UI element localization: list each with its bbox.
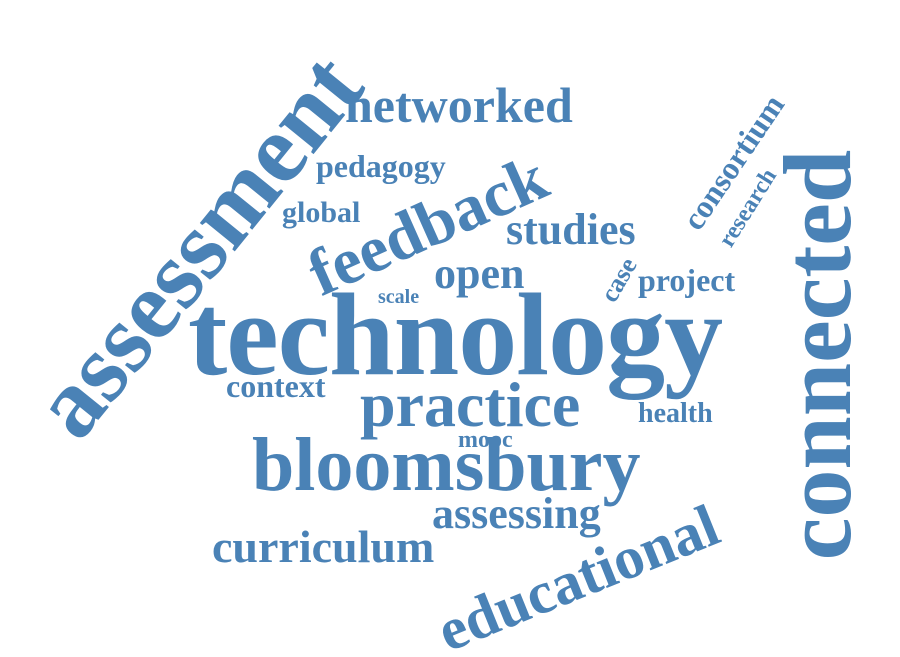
word-networked: networked (345, 77, 573, 133)
word-curriculum: curriculum (212, 521, 435, 572)
word-health: health (638, 398, 713, 429)
word-bloomsbury: bloomsbury (252, 423, 641, 507)
word-project: project (638, 262, 736, 298)
word-practice: practice (360, 369, 581, 440)
word-assessing: assessing (432, 489, 601, 538)
word-scale: scale (378, 286, 420, 308)
word-technology: technology (188, 269, 723, 400)
word-global: global (282, 196, 361, 229)
word-connected: connected (764, 149, 871, 561)
word-context: context (226, 368, 326, 404)
word-mooc: mooc (458, 427, 513, 453)
word-studies: studies (506, 205, 636, 254)
word-open: open (434, 249, 525, 298)
word-pedagogy: pedagogy (316, 148, 446, 184)
